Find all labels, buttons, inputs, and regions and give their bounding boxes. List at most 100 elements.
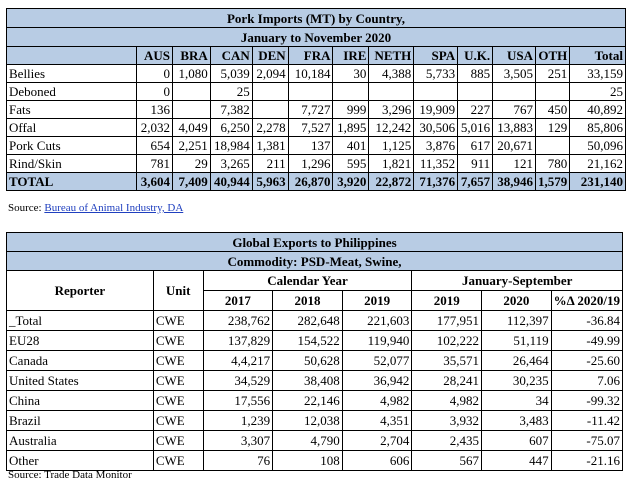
imports-col-header: U.K. — [457, 46, 494, 65]
reporter-cell: Brazil — [6, 410, 154, 431]
imports-cell: 1,821 — [368, 154, 415, 173]
imports-cell: 7,382 — [209, 100, 253, 119]
unit-cell: CWE — [152, 350, 204, 371]
imports-cell: 1,895 — [332, 118, 370, 137]
imports-cell: 50,096 — [569, 136, 626, 155]
imports-col-header: FRA — [287, 46, 334, 65]
year-header: 2019 — [411, 290, 483, 311]
year-header: %Δ 2020/19 — [550, 290, 624, 311]
imports-cell: 4,388 — [368, 64, 415, 83]
exports-row: Canada CWE 4,4,217 50,628 52,077 35,571 26,464… — [6, 350, 624, 371]
exports-value-cell: 2,435 — [411, 430, 483, 451]
imports-cell: 1,080 — [171, 64, 211, 83]
year-header: 2018 — [272, 290, 343, 311]
imports-cell: 40,892 — [569, 100, 626, 119]
imports-cell: 3,505 — [492, 64, 537, 83]
imports-cell: 0 — [136, 82, 173, 101]
imports-cell: 38,946 — [492, 172, 537, 191]
exports-value-cell: 36,942 — [341, 370, 413, 391]
imports-total-row: TOTAL 3,604 7,409 40,944 5,963 26,870 3,920 22,… — [5, 172, 626, 191]
imports-cell: 999 — [332, 100, 370, 119]
imports-cell: 4,049 — [171, 118, 211, 137]
imports-cell — [171, 100, 211, 119]
imports-cell: 5,016 — [457, 118, 494, 137]
exports-value-cell: 282,648 — [272, 310, 343, 331]
imports-cell: 2,278 — [251, 118, 289, 137]
imports-cell: 121 — [492, 154, 537, 173]
imports-row: Rind/Skin 781 29 3,265 211 1,296 595 1,821 11,35… — [5, 154, 626, 173]
imports-cell: 30,506 — [413, 118, 459, 137]
imports-cell: 25 — [209, 82, 253, 101]
exports-row: _Total CWE 238,762 282,648 221,603 177,951 112… — [6, 310, 624, 331]
imports-cell: 3,265 — [209, 154, 253, 173]
exports-value-cell: 4,4,217 — [202, 350, 274, 371]
imports-cell: 654 — [136, 136, 173, 155]
imports-cell: 12,242 — [368, 118, 415, 137]
imports-cell: 30 — [332, 64, 370, 83]
exports-value-cell: 3,483 — [481, 410, 552, 431]
exports-value-cell: 154,522 — [272, 330, 343, 351]
imports-cell — [171, 82, 211, 101]
imports-source-prefix: Source: — [8, 202, 45, 214]
imports-cell: 2,251 — [171, 136, 211, 155]
year-header: 2019 — [341, 290, 413, 311]
exports-value-cell: 2,704 — [341, 430, 413, 451]
exports-value-cell: 52,077 — [341, 350, 413, 371]
calendar-year-header: Calendar Year — [202, 270, 413, 291]
imports-cell: 26,870 — [287, 172, 334, 191]
reporter-cell: _Total — [6, 310, 154, 331]
imports-cell: 401 — [332, 136, 370, 155]
unit-header: Unit — [152, 270, 204, 311]
imports-cell: 3,296 — [368, 100, 415, 119]
exports-value-cell: 606 — [341, 450, 413, 471]
unit-cell: CWE — [152, 370, 204, 391]
imports-cell: 5,039 — [209, 64, 253, 83]
imports-cell — [492, 82, 537, 101]
imports-cell: 1,579 — [535, 172, 571, 191]
exports-value-cell: 7.06 — [550, 370, 624, 391]
imports-cell: 227 — [457, 100, 494, 119]
imports-cell: 3,920 — [332, 172, 370, 191]
imports-cell: 1,381 — [251, 136, 289, 155]
exports-value-cell: 26,464 — [481, 350, 552, 371]
exports-row: United States CWE 34,529 38,408 36,942 28,241… — [6, 370, 624, 391]
imports-cell: 231,140 — [569, 172, 626, 191]
imports-cell: 29 — [171, 154, 211, 173]
unit-cell: CWE — [152, 330, 204, 351]
imports-title-line2: January to November 2020 — [6, 27, 626, 47]
imports-row: Offal 2,032 4,049 6,250 2,278 7,527 1,895 12,24… — [5, 118, 626, 137]
exports-row: China CWE 17,556 22,146 4,982 4,982 34 -99.32 — [6, 390, 624, 411]
reporter-cell: EU28 — [6, 330, 154, 351]
imports-cell: 136 — [136, 100, 173, 119]
imports-cell: 5,733 — [413, 64, 459, 83]
exports-value-cell: 12,038 — [272, 410, 343, 431]
imports-col-header: DEN — [251, 46, 289, 65]
imports-source-link[interactable]: Bureau of Animal Industry, DA — [44, 202, 184, 214]
pork-imports-table: Pork Imports (MT) by Country, January to… — [5, 8, 626, 191]
imports-col-header: OTH — [535, 46, 571, 65]
imports-row-label: Deboned — [5, 82, 138, 101]
exports-row: EU28 CWE 137,829 154,522 119,940 102,222 51,11… — [6, 330, 624, 351]
imports-cell — [332, 82, 370, 101]
imports-cell: 10,184 — [287, 64, 334, 83]
exports-value-cell: -99.32 — [550, 390, 624, 411]
exports-value-cell: 4,982 — [341, 390, 413, 411]
imports-col-header: BRA — [171, 46, 211, 65]
year-header: 2017 — [202, 290, 274, 311]
unit-cell: CWE — [152, 430, 204, 451]
reporter-cell: Canada — [6, 350, 154, 371]
exports-row: Other CWE 76 108 606 567 447 -21.16 — [6, 450, 624, 471]
reporter-cell: China — [6, 390, 154, 411]
imports-cell: 7,657 — [457, 172, 494, 191]
imports-col-header: Total — [569, 46, 626, 65]
imports-cell: 211 — [251, 154, 289, 173]
global-exports-table: Global Exports to Philippines Commodity:… — [6, 232, 624, 471]
exports-value-cell: 607 — [481, 430, 552, 451]
imports-row-label: Pork Cuts — [5, 136, 138, 155]
imports-col-header: IRE — [332, 46, 370, 65]
imports-cell: 3,876 — [413, 136, 459, 155]
year-header-row: 2017 2018 2019 2019 2020 %Δ 2020/19 — [7, 290, 624, 311]
imports-cell: 71,376 — [413, 172, 459, 191]
unit-cell: CWE — [152, 450, 204, 471]
imports-cell — [535, 136, 571, 155]
